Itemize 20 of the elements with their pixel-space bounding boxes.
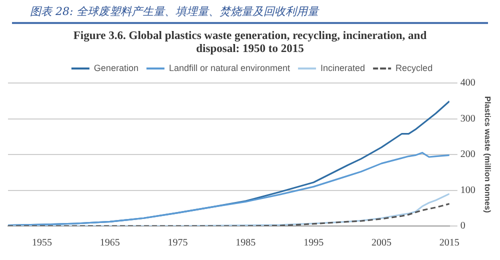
y-tick-label: 400 — [460, 78, 476, 89]
chart-title: 图表 28: 全球废塑料产生量、填埋量、焚烧量及回收利用量 — [12, 0, 488, 24]
x-tick-label: 1995 — [304, 238, 324, 249]
y-axis-title: Plastics waste (million tonnes) — [482, 96, 492, 214]
x-tick-label: 1985 — [236, 238, 256, 249]
legend-label: Incinerated — [320, 62, 366, 73]
y-tick-label: 200 — [460, 149, 476, 160]
legend-label: Recycled — [396, 62, 433, 73]
x-tick-label: 1975 — [168, 238, 188, 249]
y-tick-label: 100 — [460, 184, 476, 196]
legend-label: Generation — [94, 62, 138, 73]
y-tick-label: 0 — [460, 220, 466, 232]
y-tick-label: 300 — [460, 113, 476, 124]
line-series — [8, 203, 450, 226]
x-tick-label: 2005 — [371, 238, 392, 249]
x-tick-label: 2015 — [439, 238, 460, 249]
chart-subtitle: Figure 3.6. Global plastics waste generation, recycling, incineration, and disposal: 1950 to 2015 — [72, 30, 428, 56]
x-tick-label: 1955 — [32, 238, 52, 249]
x-tick-label: 1965 — [100, 238, 120, 249]
legend-label: Landfill or natural environment — [168, 62, 291, 73]
